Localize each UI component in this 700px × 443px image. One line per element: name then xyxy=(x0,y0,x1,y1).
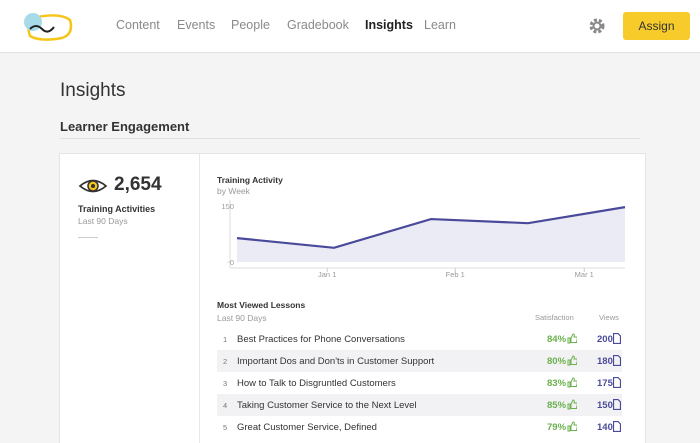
column-header: Views xyxy=(599,313,619,322)
document-icon xyxy=(613,355,621,366)
eye-icon xyxy=(78,179,108,193)
document-icon xyxy=(613,421,621,432)
satisfaction: 83% xyxy=(547,378,567,389)
area xyxy=(237,207,625,262)
table-period: Last 90 Days xyxy=(217,313,267,323)
satisfaction: 80% xyxy=(547,356,567,367)
satisfaction: 79% xyxy=(547,422,567,433)
divider xyxy=(199,154,200,443)
table-title: Most Viewed Lessons xyxy=(217,300,306,310)
thumb-icon xyxy=(567,421,577,432)
lesson-title: How to Talk to Disgruntled Customers xyxy=(237,378,396,389)
rank: 4 xyxy=(223,401,228,410)
rank: 2 xyxy=(223,357,228,366)
page-title: Insights xyxy=(60,80,126,101)
thumb-icon xyxy=(567,355,577,366)
logo[interactable] xyxy=(20,10,78,44)
nav-link[interactable]: Learn xyxy=(424,18,456,32)
views: 175 xyxy=(597,378,613,389)
settings-icon[interactable] xyxy=(588,17,606,35)
x-tick-label: Jan 1 xyxy=(318,270,336,279)
x-tick-label: Feb 1 xyxy=(446,270,465,279)
document-icon xyxy=(613,377,621,388)
lesson-title: Important Dos and Don'ts in Customer Sup… xyxy=(237,356,435,367)
chart-title: Training Activity xyxy=(217,175,283,185)
lesson-row[interactable]: 1 Best Practices for Phone Conversations 8… xyxy=(217,328,622,350)
satisfaction: 85% xyxy=(547,400,567,411)
assign-button[interactable]: Assign xyxy=(623,12,690,40)
summary-label: Training Activities xyxy=(78,204,156,214)
line xyxy=(236,206,626,249)
document-icon xyxy=(613,333,621,344)
views: 200 xyxy=(597,334,613,345)
rank: 5 xyxy=(223,423,228,432)
nav-link[interactable]: Gradebook xyxy=(287,18,349,32)
lesson-row[interactable]: 4 Taking Customer Service to the Next Lev… xyxy=(217,394,622,416)
nav-link[interactable]: Insights xyxy=(365,18,413,32)
views: 180 xyxy=(597,356,613,367)
views: 150 xyxy=(597,400,613,411)
thumb-icon xyxy=(567,399,577,410)
summary-period: Last 90 Days xyxy=(78,216,128,226)
nav-link[interactable]: People xyxy=(231,18,270,32)
views: 140 xyxy=(597,422,613,433)
lesson-row[interactable]: 2 Important Dos and Don'ts in Customer Su… xyxy=(217,350,622,372)
rank: 1 xyxy=(223,335,228,344)
y-tick-label: 0 xyxy=(230,258,234,267)
header: Content Events People Gradebook Insights… xyxy=(0,0,700,53)
nav-link[interactable]: Events xyxy=(177,18,216,32)
lesson-row[interactable]: 5 Great Customer Service, Defined 79% 140 xyxy=(217,416,622,438)
x-tick-label: Mar 1 xyxy=(575,270,594,279)
document-icon xyxy=(613,399,621,410)
lesson-row[interactable]: 3 How to Talk to Disgruntled Customers 83%… xyxy=(217,372,622,394)
summary-value: 2,654 xyxy=(114,174,162,195)
divider xyxy=(78,237,98,238)
lesson-title: Taking Customer Service to the Next Leve… xyxy=(237,400,417,411)
rank: 3 xyxy=(223,379,228,388)
section-title: Learner Engagement xyxy=(60,119,190,134)
chart-subtitle: by Week xyxy=(217,186,250,196)
thumb-icon xyxy=(567,333,577,344)
thumb-icon xyxy=(567,377,577,388)
lesson-title: Great Customer Service, Defined xyxy=(237,422,377,433)
satisfaction: 84% xyxy=(547,334,567,345)
nav-link[interactable]: Content xyxy=(116,18,160,32)
lesson-title: Best Practices for Phone Conversations xyxy=(237,334,405,345)
column-header: Satisfaction xyxy=(535,313,574,322)
divider xyxy=(60,138,640,139)
